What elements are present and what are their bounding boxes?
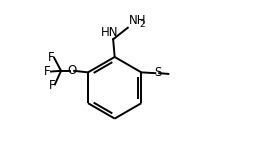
Text: O: O [67,64,76,77]
Text: NH: NH [129,14,147,27]
Text: 2: 2 [139,20,145,29]
Text: S: S [154,66,161,79]
Text: F: F [49,79,56,92]
Text: F: F [48,51,55,64]
Text: HN: HN [101,26,119,38]
Text: F: F [44,65,50,78]
